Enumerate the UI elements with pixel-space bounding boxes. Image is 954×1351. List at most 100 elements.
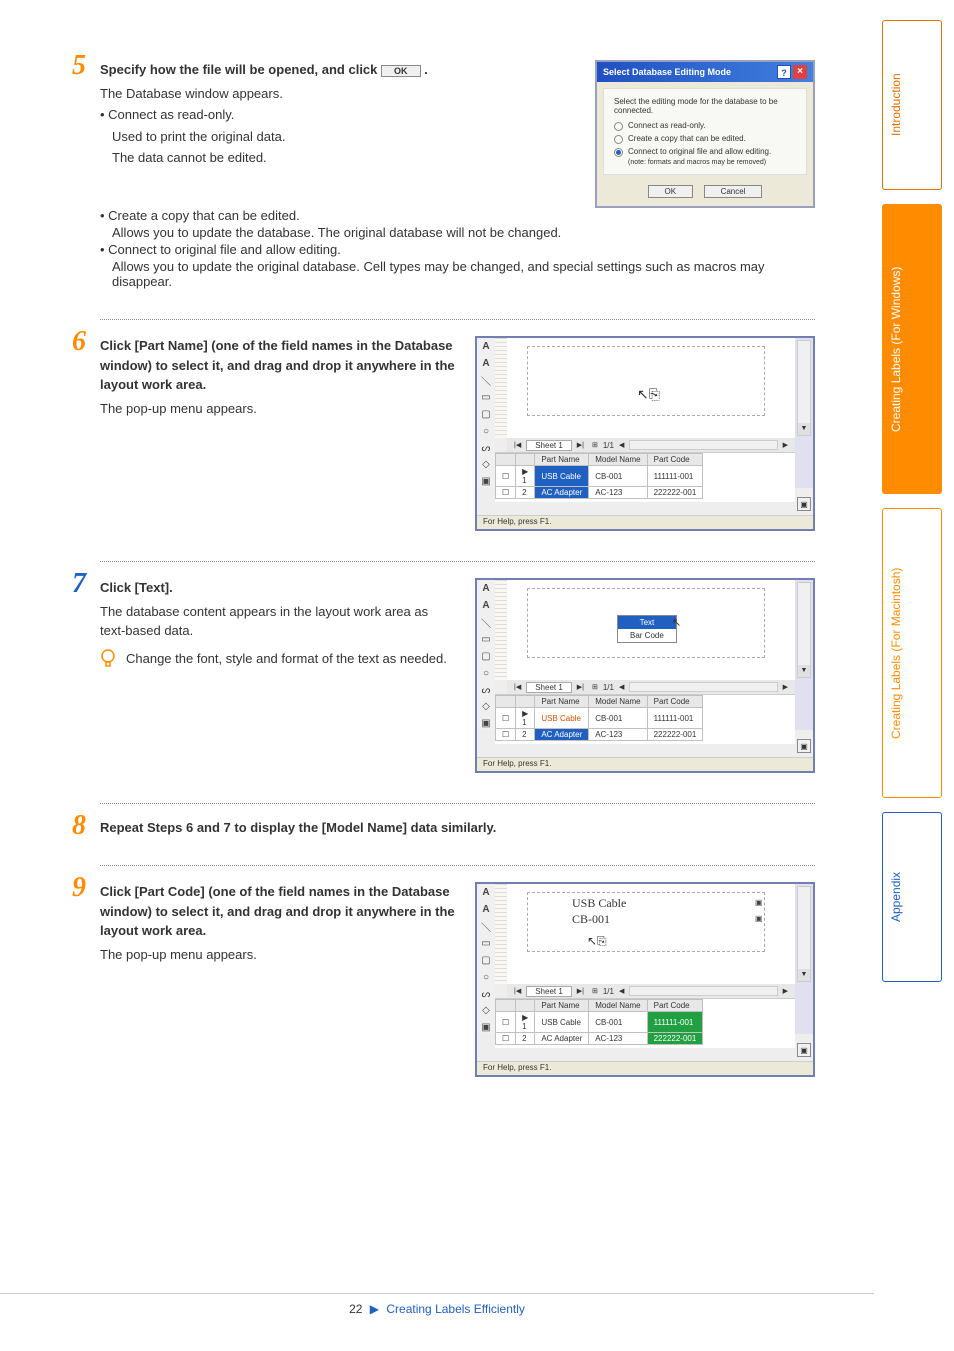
row-check-icon[interactable]: ☐ (496, 466, 516, 487)
radio-readonly[interactable] (614, 122, 623, 131)
menu-item-barcode[interactable]: Bar Code (618, 629, 676, 642)
db-cell[interactable]: AC-123 (589, 1033, 647, 1045)
db-cell[interactable]: 222222-001 (647, 1033, 703, 1045)
db-col-partname[interactable]: Part Name (535, 454, 589, 466)
tool-rect-icon[interactable]: ▭ (479, 938, 493, 951)
db-cell[interactable]: AC Adapter (535, 729, 589, 741)
sheet-nav-icon[interactable]: ▶| (574, 441, 587, 449)
panel-toggle-icon[interactable]: ▣ (797, 739, 811, 753)
db-cell[interactable]: CB-001 (589, 708, 647, 729)
tool-image-icon[interactable]: ▣ (479, 1021, 493, 1034)
tool-text-icon[interactable]: A (479, 582, 493, 595)
tool-roundrect-icon[interactable]: ▢ (479, 408, 493, 421)
scroll-down-icon[interactable]: ▼ (798, 665, 810, 677)
canvas-area[interactable]: Text Bar Code ↖ (507, 580, 795, 680)
tool-line-icon[interactable]: ＼ (479, 374, 493, 388)
sheet-nav-right-icon[interactable]: ▶ (780, 987, 791, 995)
db-cell[interactable]: AC-123 (589, 729, 647, 741)
db-cell[interactable]: USB Cable (535, 708, 589, 729)
db-cell[interactable]: CB-001 (589, 1012, 647, 1033)
tool-ellipse-icon[interactable]: ○ (479, 971, 493, 984)
db-col-partname[interactable]: Part Name (535, 1000, 589, 1012)
field-handle-icon[interactable]: ▣ (755, 914, 763, 922)
tool-image-icon[interactable]: ▣ (479, 717, 493, 730)
canvas-area[interactable]: USB Cable CB-001 ▣ ▣ ↖⎘ (507, 884, 795, 984)
db-cell[interactable]: AC Adapter (535, 1033, 589, 1045)
sheet-nav-first-icon[interactable]: |◀ (511, 683, 524, 691)
db-col-partcode[interactable]: Part Code (647, 454, 703, 466)
sheet-add-icon[interactable]: ⊞ (589, 683, 601, 691)
tool-roundrect-icon[interactable]: ▢ (479, 650, 493, 663)
tool-ellipse-icon[interactable]: ○ (479, 425, 493, 438)
tool-poly-icon[interactable]: ◇ (479, 701, 493, 714)
scrollbar-horizontal[interactable] (629, 986, 777, 996)
tool-text-icon[interactable]: A (479, 886, 493, 899)
tool-ellipse-icon[interactable]: ○ (479, 667, 493, 680)
db-cell[interactable]: 111111-001 (647, 708, 703, 729)
db-cell[interactable]: USB Cable (535, 1012, 589, 1033)
scroll-down-icon[interactable]: ▼ (798, 423, 810, 435)
scrollbar-vertical[interactable]: ▼ (797, 886, 811, 982)
help-icon[interactable]: ? (777, 65, 791, 79)
scrollbar-vertical[interactable]: ▼ (797, 582, 811, 678)
sheet-nav-left-icon[interactable]: ◀ (616, 441, 627, 449)
sheet-nav-right-icon[interactable]: ▶ (780, 441, 791, 449)
footer-link[interactable]: Creating Labels Efficiently (386, 1302, 525, 1316)
sheet-tab[interactable]: Sheet 1 (526, 986, 572, 997)
dialog-ok-button[interactable]: OK (648, 185, 694, 198)
tool-roundrect-icon[interactable]: ▢ (479, 954, 493, 967)
tool-frame-icon[interactable]: A (479, 357, 493, 370)
row-check-icon[interactable]: ☐ (496, 1033, 516, 1045)
tool-image-icon[interactable]: ▣ (479, 475, 493, 488)
tool-free-icon[interactable]: ᔕ (479, 684, 493, 697)
db-col-modelname[interactable]: Model Name (589, 1000, 647, 1012)
sheet-nav-first-icon[interactable]: |◀ (511, 441, 524, 449)
scrollbar-horizontal[interactable] (629, 440, 777, 450)
scroll-down-icon[interactable]: ▼ (798, 969, 810, 981)
canvas-area[interactable]: ↖⎘ (507, 338, 795, 438)
tool-free-icon[interactable]: ᔕ (479, 988, 493, 1001)
sheet-nav-icon[interactable]: ▶| (574, 683, 587, 691)
tab-appendix[interactable]: Appendix (882, 812, 942, 982)
scrollbar-vertical[interactable]: ▼ (797, 340, 811, 436)
tool-free-icon[interactable]: ᔕ (479, 442, 493, 455)
sheet-nav-left-icon[interactable]: ◀ (616, 987, 627, 995)
sheet-nav-first-icon[interactable]: |◀ (511, 987, 524, 995)
sheet-add-icon[interactable]: ⊞ (589, 987, 601, 995)
row-check-icon[interactable]: ☐ (496, 1012, 516, 1033)
db-cell[interactable]: USB Cable (535, 466, 589, 487)
tool-poly-icon[interactable]: ◇ (479, 1005, 493, 1018)
tool-text-icon[interactable]: A (479, 340, 493, 353)
sheet-nav-icon[interactable]: ▶| (574, 987, 587, 995)
tab-introduction[interactable]: Introduction (882, 20, 942, 190)
tool-rect-icon[interactable]: ▭ (479, 634, 493, 647)
row-check-icon[interactable]: ☐ (496, 729, 516, 741)
db-cell[interactable]: 111111-001 (647, 466, 703, 487)
tab-macintosh[interactable]: Creating Labels (For Macintosh) (882, 508, 942, 798)
radio-copy[interactable] (614, 135, 623, 144)
db-cell[interactable]: AC Adapter (535, 487, 589, 499)
tool-poly-icon[interactable]: ◇ (479, 459, 493, 472)
db-col-modelname[interactable]: Model Name (589, 454, 647, 466)
tool-rect-icon[interactable]: ▭ (479, 392, 493, 405)
tool-line-icon[interactable]: ＼ (479, 920, 493, 934)
tab-windows[interactable]: Creating Labels (For Windows) (882, 204, 942, 494)
scrollbar-horizontal[interactable] (629, 682, 777, 692)
tool-line-icon[interactable]: ＼ (479, 616, 493, 630)
sheet-tab[interactable]: Sheet 1 (526, 440, 572, 451)
db-col-partname[interactable]: Part Name (535, 696, 589, 708)
db-cell[interactable]: CB-001 (589, 466, 647, 487)
dialog-cancel-button[interactable]: Cancel (704, 185, 763, 198)
panel-toggle-icon[interactable]: ▣ (797, 1043, 811, 1057)
db-cell[interactable]: AC-123 (589, 487, 647, 499)
row-check-icon[interactable]: ☐ (496, 487, 516, 499)
sheet-nav-left-icon[interactable]: ◀ (616, 683, 627, 691)
field-handle-icon[interactable]: ▣ (755, 898, 763, 906)
db-col-partcode[interactable]: Part Code (647, 696, 703, 708)
db-cell[interactable]: 222222-001 (647, 729, 703, 741)
db-col-partcode[interactable]: Part Code (647, 1000, 703, 1012)
row-check-icon[interactable]: ☐ (496, 708, 516, 729)
db-cell[interactable]: 222222-001 (647, 487, 703, 499)
db-col-modelname[interactable]: Model Name (589, 696, 647, 708)
radio-original[interactable] (614, 148, 623, 157)
